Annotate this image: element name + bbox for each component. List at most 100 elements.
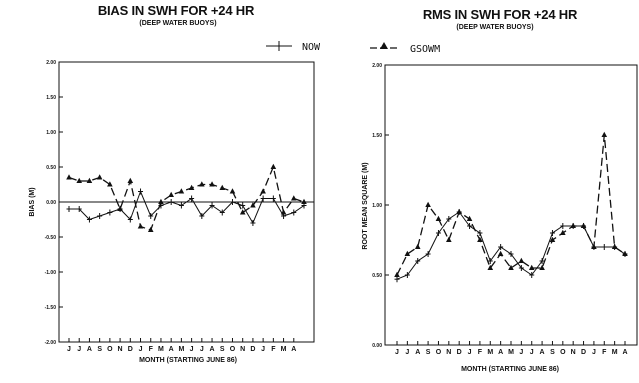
right-plot-area bbox=[394, 131, 628, 283]
left-series-now-point bbox=[178, 202, 184, 209]
right-series-gsowm-point bbox=[611, 243, 618, 249]
left-series-gsowm-point bbox=[280, 209, 287, 215]
left-chart-title: BIAS IN SWH FOR +24 HR bbox=[98, 3, 255, 18]
legend: NOW GSOWM bbox=[266, 41, 440, 55]
right-series-now-point bbox=[404, 272, 410, 278]
left-series-gsowm-point bbox=[260, 188, 266, 194]
left-x-tick-label: A bbox=[169, 346, 174, 353]
right-series-gsowm-point bbox=[591, 243, 597, 249]
right-x-tick-label: S bbox=[426, 349, 431, 356]
right-series-gsowm-point bbox=[497, 250, 504, 256]
left-series-now-point bbox=[229, 199, 235, 205]
right-series-gsowm-point bbox=[425, 201, 431, 207]
left-series-gsowm-point bbox=[96, 174, 103, 180]
right-series-gsowm-point bbox=[446, 236, 452, 242]
right-series-now-point bbox=[477, 230, 483, 236]
left-x-tick-label: J bbox=[139, 346, 143, 353]
left-x-tick-label: S bbox=[97, 346, 102, 353]
left-series-gsowm-point bbox=[301, 198, 307, 204]
left-series-now-point bbox=[86, 216, 92, 223]
right-series-now-point bbox=[425, 251, 431, 257]
left-series-gsowm-point bbox=[219, 184, 226, 190]
right-series-now-point bbox=[467, 223, 473, 229]
left-y-tick-label: -1.00 bbox=[45, 270, 57, 276]
left-x-tick-label: S bbox=[220, 346, 225, 353]
left-series-gsowm-point bbox=[290, 195, 297, 201]
right-x-tick-label: O bbox=[560, 349, 566, 356]
left-series-gsowm-point bbox=[147, 226, 154, 232]
left-series-now-point bbox=[291, 209, 297, 216]
left-series-now-point bbox=[148, 213, 154, 219]
right-x-tick-label: A bbox=[415, 349, 420, 356]
left-series-gsowm-line bbox=[68, 164, 305, 231]
right-series-now-point bbox=[446, 216, 452, 222]
right-series-now-point bbox=[394, 276, 400, 283]
left-x-axis-label: MONTH (STARTING JUNE 86) bbox=[139, 357, 237, 364]
legend-gsowm-swatch bbox=[370, 42, 400, 49]
right-series-now-point bbox=[601, 244, 607, 250]
right-series-gsowm-point bbox=[477, 236, 483, 242]
left-series-gsowm-point bbox=[107, 181, 113, 187]
right-plot-frame bbox=[384, 64, 638, 346]
right-series-gsowm-point bbox=[518, 257, 525, 263]
right-series-now-point bbox=[529, 272, 535, 278]
left-x-tick-label: D bbox=[250, 346, 255, 353]
left-series-gsowm-point bbox=[270, 163, 277, 169]
right-series-gsowm-point bbox=[466, 215, 473, 221]
left-x-tick-label: J bbox=[261, 346, 265, 353]
left-x-tick-label: J bbox=[77, 346, 81, 353]
right-y-axis-label: ROOT MEAN SQUARE (M) bbox=[362, 162, 369, 249]
left-y-tick-label: -0.50 bbox=[45, 235, 57, 241]
right-x-tick-label: M bbox=[487, 349, 493, 356]
left-x-tick-label: J bbox=[190, 346, 194, 353]
left-x-tick-label: A bbox=[291, 346, 296, 353]
left-series-now-point bbox=[209, 202, 215, 209]
left-series-now-point bbox=[66, 206, 72, 212]
left-y-tick-label: 0.00 bbox=[46, 200, 56, 206]
right-x-axis-label: MONTH (STARTING JUNE 86) bbox=[461, 366, 559, 373]
right-x-tick-label: J bbox=[592, 349, 596, 356]
right-x-tick-label: A bbox=[540, 349, 545, 356]
right-x-tick-label: D bbox=[581, 349, 586, 356]
right-y-axis: 2.00 1.50 1.00 0.50 0.00 bbox=[372, 63, 389, 349]
left-series-gsowm-point bbox=[86, 177, 93, 183]
left-y-tick-label: 1.00 bbox=[46, 130, 56, 136]
left-series-now-point bbox=[138, 188, 144, 195]
left-series-now-point bbox=[97, 213, 103, 219]
left-series-gsowm-point bbox=[178, 188, 185, 194]
left-series-now-point bbox=[76, 206, 82, 212]
right-series-gsowm-point bbox=[508, 264, 514, 270]
right-series-gsowm-point bbox=[560, 229, 566, 235]
right-x-tick-label: F bbox=[602, 349, 607, 356]
right-y-tick-label: 2.00 bbox=[372, 63, 382, 69]
left-series-gsowm-point bbox=[117, 205, 123, 211]
left-series-gsowm-point bbox=[76, 177, 83, 183]
right-series-gsowm-point bbox=[435, 215, 442, 221]
left-series-now-point bbox=[107, 209, 113, 216]
left-series-now-point bbox=[219, 209, 225, 216]
right-series-gsowm-point bbox=[601, 131, 608, 137]
right-series-gsowm-point bbox=[539, 264, 545, 270]
left-y-tick-label: -2.00 bbox=[45, 340, 57, 346]
left-series-now-point bbox=[199, 213, 205, 219]
right-series-now-point bbox=[518, 265, 524, 271]
left-series-now-point bbox=[127, 216, 133, 223]
left-series-gsowm-point bbox=[158, 198, 164, 204]
right-x-tick-label: A bbox=[498, 349, 503, 356]
left-series-now-point bbox=[240, 202, 246, 209]
right-series-gsowm-line bbox=[396, 134, 626, 276]
left-series-gsowm-point bbox=[199, 181, 205, 187]
right-x-tick-label: O bbox=[436, 349, 442, 356]
right-x-tick-label: J bbox=[405, 349, 409, 356]
legend-now-swatch bbox=[266, 41, 292, 51]
right-x-tick-label: M bbox=[612, 349, 618, 356]
right-series-now-point bbox=[498, 244, 504, 250]
left-x-tick-label: A bbox=[210, 346, 215, 353]
right-x-tick-label: D bbox=[457, 349, 462, 356]
right-series-gsowm-point bbox=[622, 250, 628, 256]
right-series-gsowm-point bbox=[404, 250, 411, 256]
right-series-gsowm-point bbox=[394, 271, 400, 277]
